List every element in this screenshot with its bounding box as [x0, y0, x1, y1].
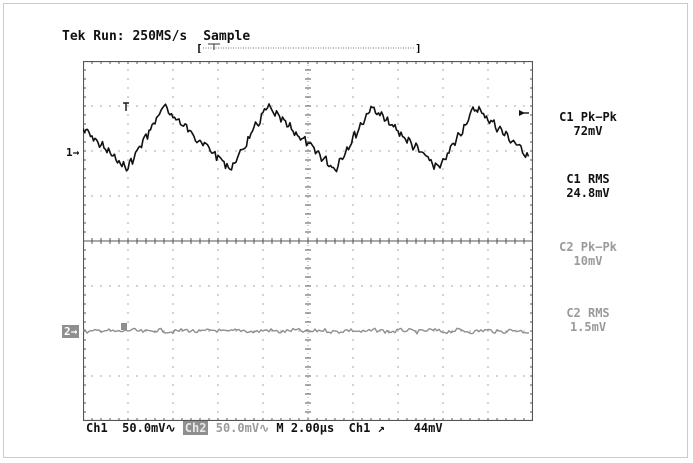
acquisition-mode-label: Sample — [203, 29, 250, 44]
measurement-value: 1.5mV — [543, 320, 633, 334]
measurement-label: C1 RMS — [543, 172, 633, 186]
measurement-value: 72mV — [543, 124, 633, 138]
ch2-rms-measurement: C2 RMS 1.5mV — [543, 306, 633, 334]
ch1-rms-measurement: C1 RMS 24.8mV — [543, 172, 633, 200]
ch1-scale: 50.0mV — [122, 421, 165, 435]
ch1-waveform — [83, 104, 529, 172]
scope-status-bar: Ch1 50.0mV∿ Ch2 50.0mV∿ M 2.00µs Ch1 ↗ 4… — [86, 421, 443, 435]
ch1-pk-pk-measurement: C1 Pk−Pk 72mV — [543, 110, 633, 138]
ac-coupling-icon: ∿ — [259, 421, 269, 435]
trigger-position-marker — [123, 103, 129, 111]
acquisition-status: Tek Run: 250MS/s Sample — [62, 29, 250, 44]
measurement-label: C1 Pk−Pk — [543, 110, 633, 124]
svg-text:]: ] — [415, 43, 422, 53]
measurement-label: C2 RMS — [543, 306, 633, 320]
ch2-trigger-marker — [121, 323, 127, 330]
ch2-ground-marker: 2→ — [62, 325, 79, 338]
ch2-scale: 50.0mV — [216, 421, 259, 435]
measurement-value: 10mV — [543, 254, 633, 268]
measurement-label: C2 Pk−Pk — [543, 240, 633, 254]
ch1-ground-marker: 1→ — [66, 146, 79, 159]
rising-edge-icon: ↗ — [378, 421, 385, 435]
ch2-label: Ch2 — [183, 421, 209, 435]
ch2-waveform — [83, 328, 529, 334]
trigger-source-label: Ch1 — [349, 421, 371, 435]
timebase-label: M 2.00µs — [276, 421, 334, 435]
graticule — [83, 61, 533, 421]
record-position-indicator: [ ] — [196, 43, 422, 53]
trigger-level-arrow — [519, 110, 529, 116]
svg-text:[: [ — [196, 43, 203, 53]
ch1-label: Ch1 — [86, 421, 108, 435]
ac-coupling-icon: ∿ — [166, 421, 176, 435]
measurement-value: 24.8mV — [543, 186, 633, 200]
oscilloscope-display — [83, 61, 533, 421]
sample-rate-label: Tek Run: 250MS/s — [62, 29, 187, 44]
trigger-level-label: 44mV — [414, 421, 443, 435]
ch2-pk-pk-measurement: C2 Pk−Pk 10mV — [543, 240, 633, 268]
